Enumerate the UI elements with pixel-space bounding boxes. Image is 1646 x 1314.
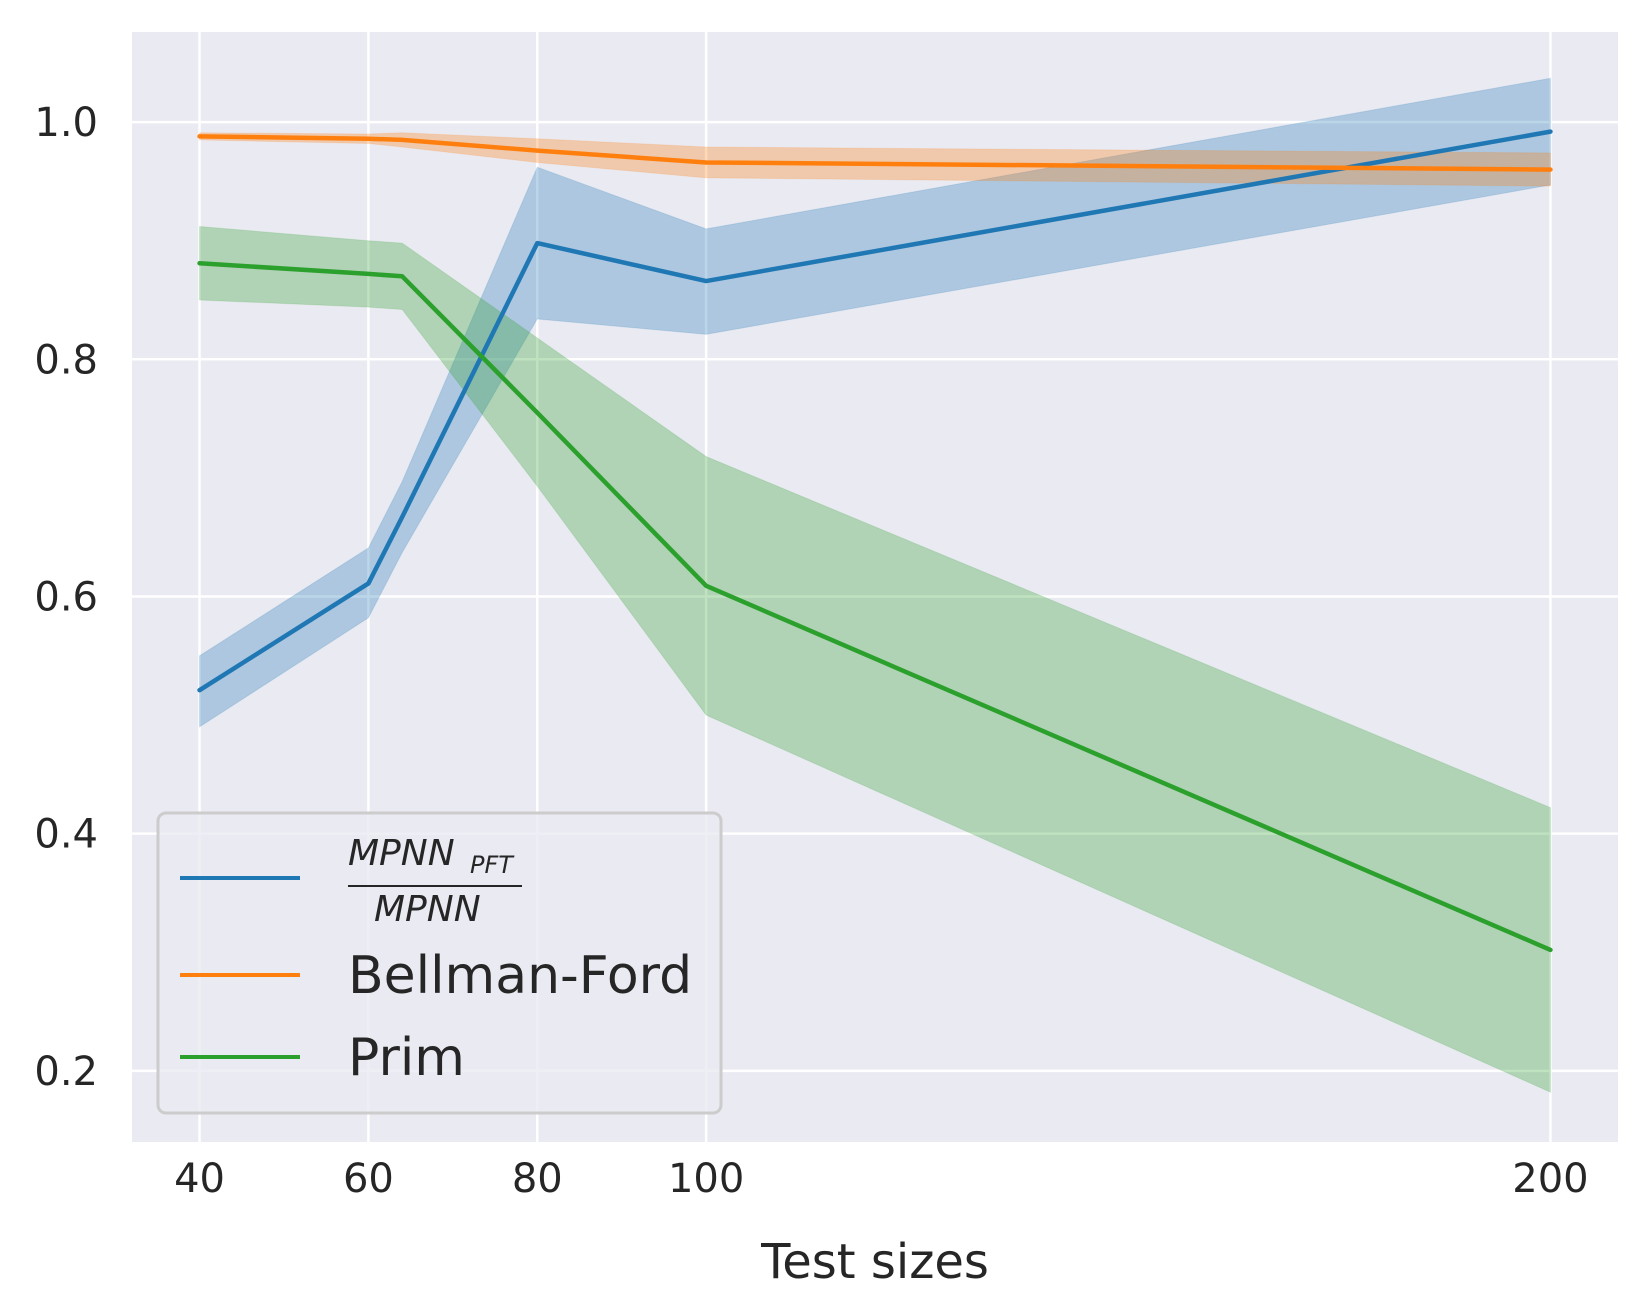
y-tick-label: 0.6	[34, 574, 98, 620]
y-tick-label: 1.0	[34, 100, 98, 146]
legend-label-prim: Prim	[348, 1028, 465, 1088]
series-lines	[197, 129, 1553, 953]
legend-math-denominator: MPNN	[374, 889, 481, 930]
legend-label-bellman-ford: Bellman-Ford	[348, 946, 692, 1006]
band-bellman-ford	[199, 132, 1551, 187]
line-mpnn-ratio	[197, 129, 1553, 693]
x-axis-label: Test sizes	[760, 1234, 989, 1290]
x-tick-label: 80	[512, 1156, 563, 1202]
legend-box	[156, 811, 723, 1115]
x-tick-label: 200	[1512, 1156, 1588, 1202]
x-tick-label: 40	[174, 1156, 225, 1202]
x-tick-labels: 40 60 80 100 200	[174, 1156, 1589, 1202]
band-mpnn-ratio	[199, 77, 1551, 728]
y-tick-label: 0.2	[34, 1049, 98, 1095]
y-tick-label: 0.8	[34, 337, 98, 383]
line-prim	[197, 261, 1553, 953]
y-tick-label: 0.4	[34, 812, 98, 858]
legend-label-mpnn-ratio: MPNN PFT MPNN	[348, 833, 522, 930]
grid-lines	[132, 32, 1618, 1142]
y-tick-labels: 0.2 0.4 0.6 0.8 1.0	[34, 100, 98, 1095]
legend-math-subscript: PFT	[470, 851, 515, 879]
line-bellman-ford	[197, 134, 1553, 172]
x-tick-label: 100	[668, 1156, 744, 1202]
legend-math-numerator: MPNN	[348, 833, 455, 874]
legend: MPNN PFT MPNN Bellman-Ford Prim	[156, 811, 723, 1115]
x-tick-label: 60	[343, 1156, 394, 1202]
